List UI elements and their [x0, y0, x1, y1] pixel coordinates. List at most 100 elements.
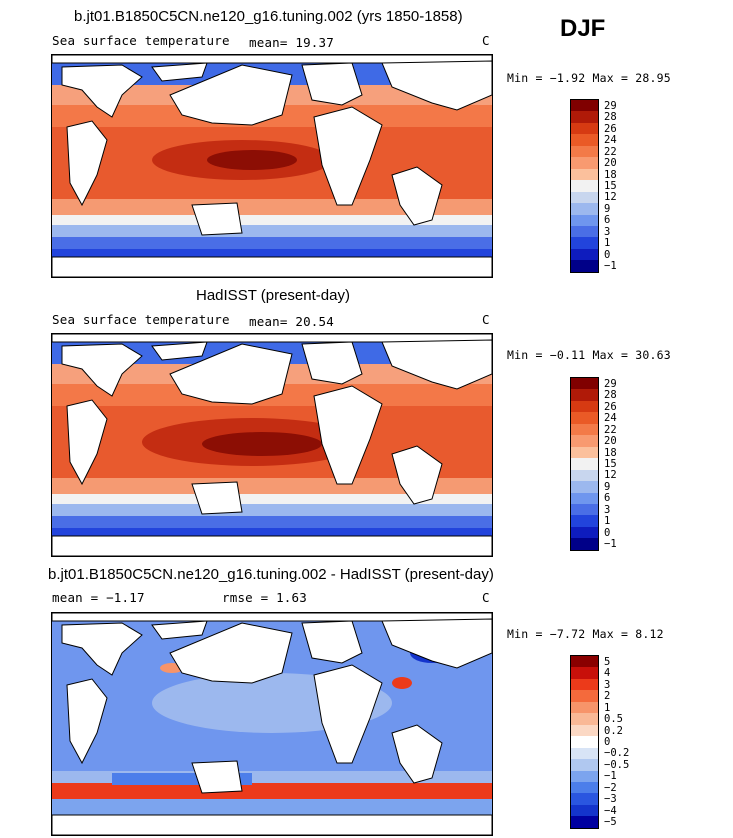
- colorbar-swatch: [571, 423, 598, 436]
- colorbar-tick-label: −1: [604, 260, 617, 273]
- colorbar-swatch: [571, 214, 598, 226]
- colorbar-swatch: [571, 770, 598, 782]
- colorbar-tick-label: 22: [604, 145, 617, 158]
- colorbar-swatch: [571, 134, 598, 146]
- colorbar-tick-label: 22: [604, 423, 617, 436]
- colorbar-tick-label: −4: [604, 804, 617, 817]
- colorbar-swatch: [571, 378, 598, 390]
- colorbar-swatch: [571, 736, 598, 748]
- colorbar-swatch: [571, 446, 598, 459]
- colorbar-tick-label: 20: [604, 157, 617, 170]
- colorbar-swatch: [571, 667, 598, 679]
- colorbar-swatch: [571, 111, 598, 123]
- colorbar-tick-label: 3: [604, 678, 611, 691]
- colorbar-swatch: [571, 656, 598, 668]
- colorbar-swatch: [571, 469, 598, 482]
- colorbar-tick-label: 0: [604, 736, 611, 748]
- panel3-minmax: Min = −7.72 Max = 8.12: [507, 627, 664, 641]
- panel3-units: C: [482, 590, 490, 605]
- colorbar-tick-label: 1: [604, 701, 611, 714]
- colorbar-swatch: [571, 225, 598, 238]
- colorbar-tick-label: 2: [604, 690, 611, 703]
- colorbar-swatch: [571, 203, 598, 215]
- colorbar-swatch: [571, 400, 598, 413]
- colorbar-swatch: [571, 724, 598, 737]
- colorbar-swatch: [571, 503, 598, 516]
- colorbar-swatch: [571, 481, 598, 493]
- colorbar-swatch: [571, 180, 598, 192]
- colorbar-swatch: [571, 804, 598, 817]
- colorbar-swatch: [571, 690, 598, 702]
- colorbar-tick-label: −5: [604, 816, 617, 829]
- colorbar-tick-label: −1: [604, 538, 617, 551]
- colorbar-swatch: [571, 759, 598, 771]
- colorbar-swatch: [571, 412, 598, 424]
- colorbar-tick-label: −0.5: [604, 758, 630, 771]
- panel3-map: [51, 612, 493, 836]
- colorbar-swatch: [571, 526, 598, 539]
- panel1-units: C: [482, 33, 490, 48]
- panel2-colorbar: [570, 377, 599, 551]
- colorbar-swatch: [571, 122, 598, 135]
- colorbar-tick-label: 20: [604, 435, 617, 448]
- colorbar-tick-label: 6: [604, 492, 611, 505]
- colorbar-swatch: [571, 793, 598, 805]
- colorbar-tick-label: 15: [604, 180, 617, 192]
- panel1-minmax: Min = −1.92 Max = 28.95: [507, 71, 671, 85]
- colorbar-tick-label: 6: [604, 214, 611, 227]
- colorbar-swatch: [571, 191, 598, 204]
- colorbar-tick-label: 24: [604, 134, 617, 147]
- colorbar-swatch: [571, 747, 598, 760]
- colorbar-swatch: [571, 168, 598, 181]
- colorbar-swatch: [571, 678, 598, 691]
- panel2-variable: Sea surface temperature: [52, 312, 230, 327]
- panel3-rmse: rmse = 1.63: [222, 590, 307, 605]
- colorbar-swatch: [571, 458, 598, 470]
- colorbar-tick-label: 28: [604, 111, 617, 124]
- colorbar-tick-label: 3: [604, 503, 611, 516]
- colorbar-tick-label: 18: [604, 446, 617, 459]
- colorbar-swatch: [571, 701, 598, 714]
- colorbar-tick-label: 4: [604, 667, 611, 680]
- colorbar-tick-label: 9: [604, 202, 611, 215]
- colorbar-swatch: [571, 100, 598, 112]
- panel1-map: [51, 54, 493, 278]
- colorbar-tick-label: 1: [604, 237, 611, 250]
- colorbar-tick-label: 0: [604, 526, 611, 539]
- panel1-variable: Sea surface temperature: [52, 33, 230, 48]
- colorbar-swatch: [571, 389, 598, 401]
- colorbar-tick-label: 0.2: [604, 724, 623, 737]
- panel2-minmax: Min = −0.11 Max = 30.63: [507, 348, 671, 362]
- colorbar-tick-label: −1: [604, 770, 617, 783]
- colorbar-tick-label: 28: [604, 389, 617, 402]
- colorbar-tick-label: 29: [604, 99, 617, 112]
- colorbar-tick-label: 26: [604, 400, 617, 413]
- colorbar-tick-label: 12: [604, 469, 617, 482]
- colorbar-tick-label: 0: [604, 248, 611, 261]
- colorbar-swatch: [571, 781, 598, 794]
- panel3-mean: mean = −1.17: [52, 590, 145, 605]
- panel2-units: C: [482, 312, 490, 327]
- colorbar-swatch: [571, 492, 598, 504]
- colorbar-swatch: [571, 538, 598, 550]
- colorbar-swatch: [571, 435, 598, 447]
- colorbar-tick-label: 15: [604, 458, 617, 470]
- colorbar-tick-label: −2: [604, 781, 617, 794]
- colorbar-tick-label: 1: [604, 515, 611, 528]
- colorbar-swatch: [571, 237, 598, 249]
- panel2-map: [51, 333, 493, 557]
- colorbar-swatch: [571, 713, 598, 725]
- colorbar-swatch: [571, 157, 598, 169]
- colorbar-tick-label: −0.2: [604, 747, 630, 760]
- colorbar-tick-label: 26: [604, 122, 617, 135]
- panel1-title: b.jt01.B1850C5CN.ne120_g16.tuning.002 (y…: [74, 8, 463, 25]
- colorbar-tick-label: 5: [604, 655, 611, 668]
- colorbar-swatch: [571, 260, 598, 272]
- colorbar-tick-label: 0.5: [604, 713, 623, 726]
- colorbar-tick-label: 3: [604, 225, 611, 238]
- panel2-mean: mean= 20.54: [249, 314, 334, 329]
- panel1-mean: mean= 19.37: [249, 35, 334, 50]
- colorbar-tick-label: 12: [604, 191, 617, 204]
- panel3-title: b.jt01.B1850C5CN.ne120_g16.tuning.002 - …: [48, 566, 494, 583]
- colorbar-tick-label: 29: [604, 377, 617, 390]
